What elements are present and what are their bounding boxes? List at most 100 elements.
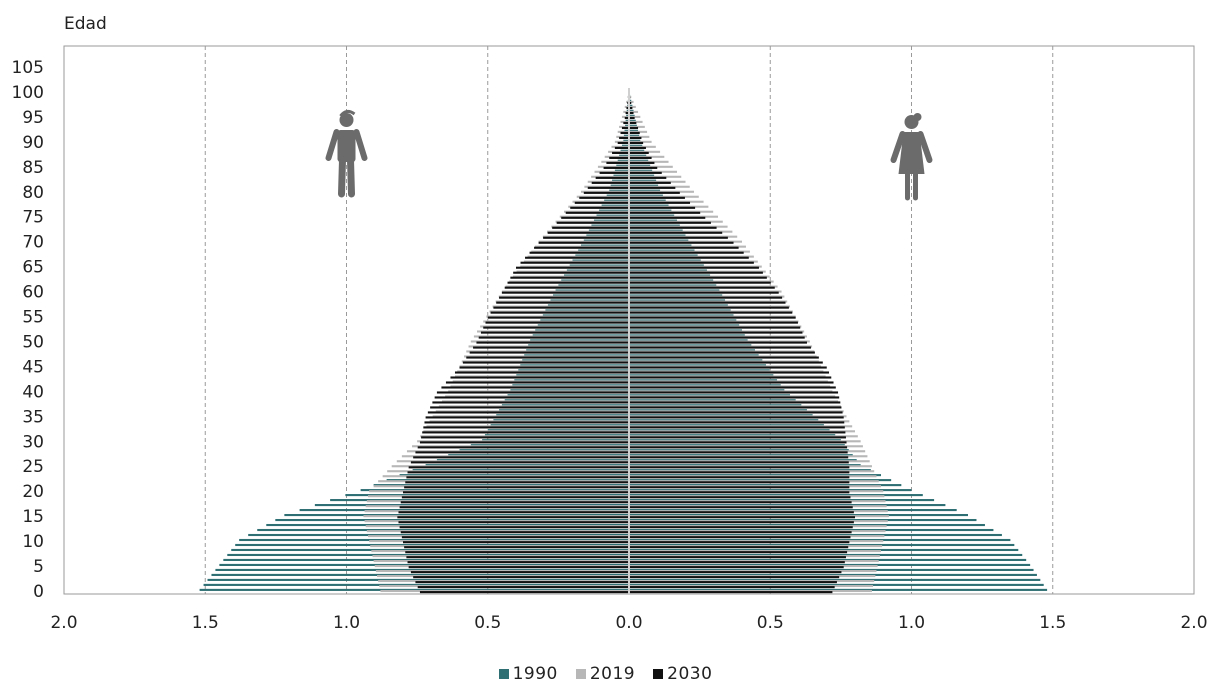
bar-female-2030 (629, 146, 646, 149)
bar-female-2030 (629, 566, 844, 569)
bar-male-2019 (406, 450, 629, 453)
bar-male-1990 (436, 459, 629, 462)
bar-female-1990 (629, 184, 659, 187)
bar-female-2030 (629, 106, 633, 110)
bar-female-2019 (629, 569, 877, 573)
bar-male-2019 (594, 170, 629, 173)
bar-female-2030 (629, 581, 837, 584)
bar-male-2030 (599, 171, 629, 174)
bar-male-2019 (466, 350, 629, 353)
legend: 1990 2019 2030 (0, 664, 1211, 684)
bar-female-2030 (629, 361, 823, 364)
bar-male-2019 (501, 290, 629, 293)
bar-female-2019 (629, 175, 682, 178)
bar-male-2030 (408, 466, 629, 469)
bar-female-1990 (629, 474, 881, 477)
bar-male-2030 (400, 501, 629, 504)
bar-female-2030 (629, 311, 793, 314)
legend-item-1990: 1990 (498, 664, 558, 684)
bar-male-1990 (535, 329, 629, 332)
bar-female-1990 (629, 528, 994, 532)
bar-female-2030 (629, 156, 652, 159)
bar-male-1990 (512, 384, 629, 387)
bar-male-2019 (365, 525, 629, 528)
bar-female-2019 (629, 560, 879, 563)
bar-male-2030 (552, 226, 629, 229)
bar-male-2019 (365, 505, 629, 508)
bar-female-1990 (629, 499, 935, 502)
bar-female-1990 (629, 314, 734, 317)
bar-male-2030 (476, 341, 629, 344)
bar-male-2030 (570, 206, 629, 209)
bar-female-2030 (629, 376, 832, 379)
bar-female-2030 (629, 586, 835, 589)
bar-female-2030 (629, 406, 842, 409)
bar-female-1990 (629, 394, 791, 397)
bar-female-1990 (629, 279, 714, 282)
bar-male-2030 (496, 301, 629, 304)
bar-male-2019 (429, 420, 629, 423)
bar-female-2030 (629, 511, 854, 514)
bar-female-1990 (629, 129, 639, 132)
bar-male-2030 (413, 456, 629, 459)
bar-female-2019 (629, 295, 785, 298)
bar-female-1990 (629, 269, 707, 272)
bar-male-2019 (464, 355, 629, 358)
bar-male-2019 (559, 215, 629, 218)
bar-male-1990 (484, 434, 629, 437)
bar-male-1990 (625, 124, 629, 127)
bar-male-2030 (520, 261, 629, 264)
bar-male-2019 (477, 330, 629, 333)
bar-female-2019 (629, 460, 870, 463)
bar-female-2019 (629, 155, 665, 158)
bar-female-1990 (629, 169, 653, 172)
bar-female-2019 (629, 140, 652, 143)
bar-female-1990 (629, 274, 711, 277)
bar-female-2019 (629, 220, 723, 223)
bar-female-2019 (629, 520, 888, 523)
bar-male-1990 (530, 339, 629, 342)
bar-male-2019 (432, 415, 629, 418)
bar-female-1990 (629, 449, 849, 452)
bar-male-1990 (617, 159, 629, 162)
bar-female-2019 (629, 475, 877, 478)
bar-female-2030 (629, 286, 775, 289)
bar-male-1990 (591, 224, 629, 227)
bar-female-2019 (629, 390, 833, 393)
bar-female-1990 (629, 464, 861, 467)
bar-female-1990 (629, 199, 666, 202)
bar-male-2019 (468, 345, 629, 348)
bar-male-1990 (555, 289, 629, 292)
bar-male-2019 (523, 260, 629, 263)
bar-female-2019 (629, 95, 632, 98)
bar-female-2019 (629, 205, 709, 208)
bar-female-2030 (629, 561, 845, 564)
x-tick-label: 0.5 (474, 613, 501, 633)
bar-female-2019 (629, 490, 884, 493)
y-tick-label: 25 (22, 457, 44, 477)
bar-female-2019 (629, 150, 661, 153)
bar-male-1990 (510, 389, 629, 392)
bar-male-2019 (367, 495, 629, 498)
bar-female-1990 (629, 439, 841, 442)
bar-male-1990 (219, 563, 629, 566)
y-tick-label: 5 (33, 557, 44, 577)
bar-female-2030 (629, 536, 851, 539)
bar-female-2030 (629, 131, 640, 135)
bar-male-1990 (613, 174, 629, 177)
bar-male-2030 (450, 376, 629, 379)
bar-female-2019 (629, 584, 874, 588)
bar-female-2019 (629, 355, 817, 358)
bar-male-2030 (483, 326, 629, 329)
bar-female-2019 (629, 385, 831, 388)
bar-female-2030 (629, 426, 845, 429)
bar-male-1990 (235, 543, 629, 547)
bar-male-2019 (382, 475, 629, 478)
bar-female-2019 (629, 290, 782, 293)
bar-female-2030 (629, 486, 850, 489)
bar-female-2019 (629, 210, 714, 213)
bar-female-2030 (629, 171, 662, 174)
bar-female-1990 (629, 299, 726, 302)
bar-male-2019 (597, 165, 629, 168)
bar-male-2019 (391, 465, 629, 468)
